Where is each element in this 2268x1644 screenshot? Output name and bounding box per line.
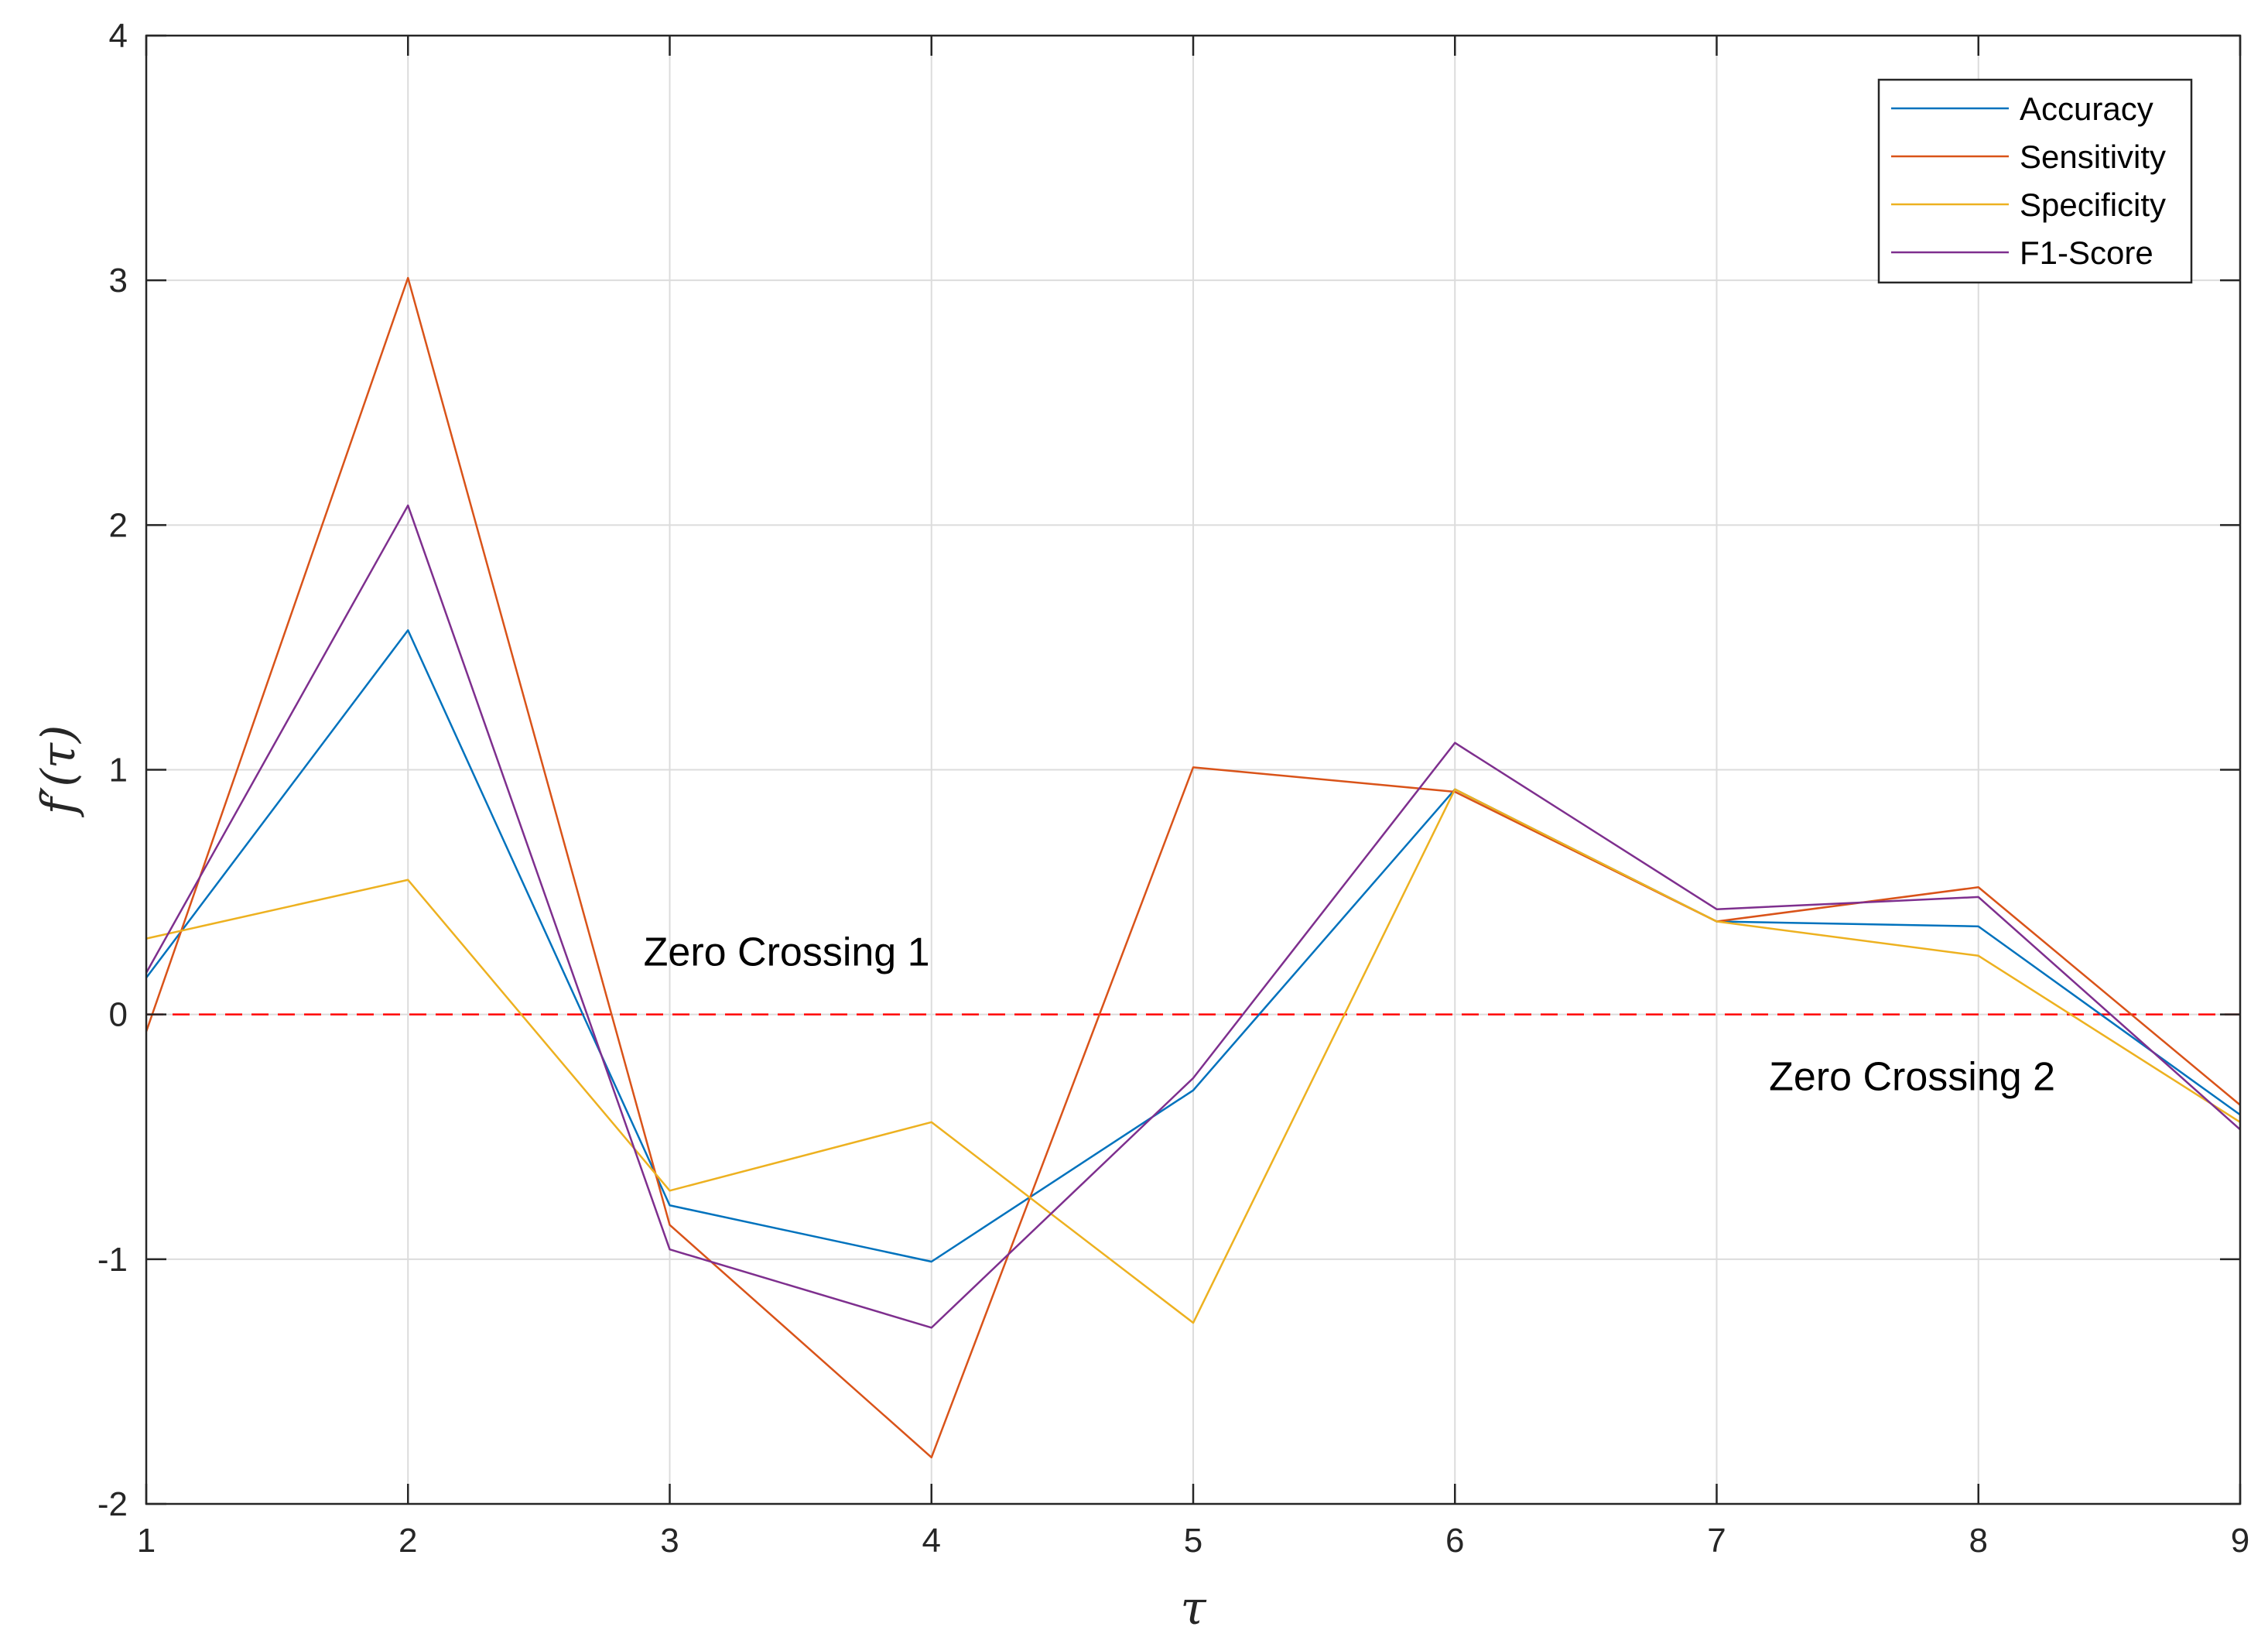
legend-label-f1-score: F1-Score — [2020, 235, 2153, 271]
series-group — [145, 276, 2241, 1459]
y-tick-label: -1 — [97, 1241, 128, 1279]
x-tick-label: 4 — [922, 1522, 941, 1560]
x-tick-label: 8 — [1969, 1522, 1988, 1560]
x-tick-label: 3 — [660, 1522, 679, 1560]
series-line-specificity — [145, 788, 2241, 1324]
legend-label-sensitivity: Sensitivity — [2020, 139, 2166, 175]
x-tick-label: 2 — [399, 1522, 417, 1560]
legend-box — [1877, 78, 2193, 284]
y-tick-label: 4 — [109, 17, 128, 55]
axis-ticks: 1 2 3 4 5 6 7 8 9 -2 -1 0 1 2 3 4 — [97, 17, 2249, 1560]
y-tick-label: 0 — [109, 996, 128, 1034]
legend-label-specificity: Specificity — [2020, 187, 2166, 223]
y-tick-label: 3 — [109, 262, 128, 300]
legend: Accuracy Sensitivity Specificity F1-Score — [1877, 78, 2193, 284]
y-tick-label: -2 — [97, 1485, 128, 1523]
x-tick-label: 1 — [137, 1522, 156, 1560]
x-tick-label: 5 — [1184, 1522, 1202, 1560]
y-axis-label: f′(τ) — [32, 725, 86, 818]
x-tick-label: 9 — [2231, 1522, 2249, 1560]
y-tick-label: 1 — [109, 752, 128, 789]
series-line-f1-score — [145, 504, 2241, 1329]
x-tick-label: 7 — [1707, 1522, 1726, 1560]
series-line-sensitivity — [145, 276, 2241, 1459]
x-tick-label: 6 — [1445, 1522, 1464, 1560]
x-axis-label: τ — [1180, 1581, 1206, 1635]
series-line-accuracy — [145, 629, 2241, 1263]
legend-label-accuracy: Accuracy — [2020, 91, 2153, 127]
y-tick-label: 2 — [109, 506, 128, 544]
annotations: Zero Crossing 1 Zero Crossing 2 — [644, 930, 2055, 1099]
annotation-zero-crossing-1: Zero Crossing 1 — [644, 930, 930, 974]
annotation-zero-crossing-2: Zero Crossing 2 — [1769, 1055, 2055, 1100]
